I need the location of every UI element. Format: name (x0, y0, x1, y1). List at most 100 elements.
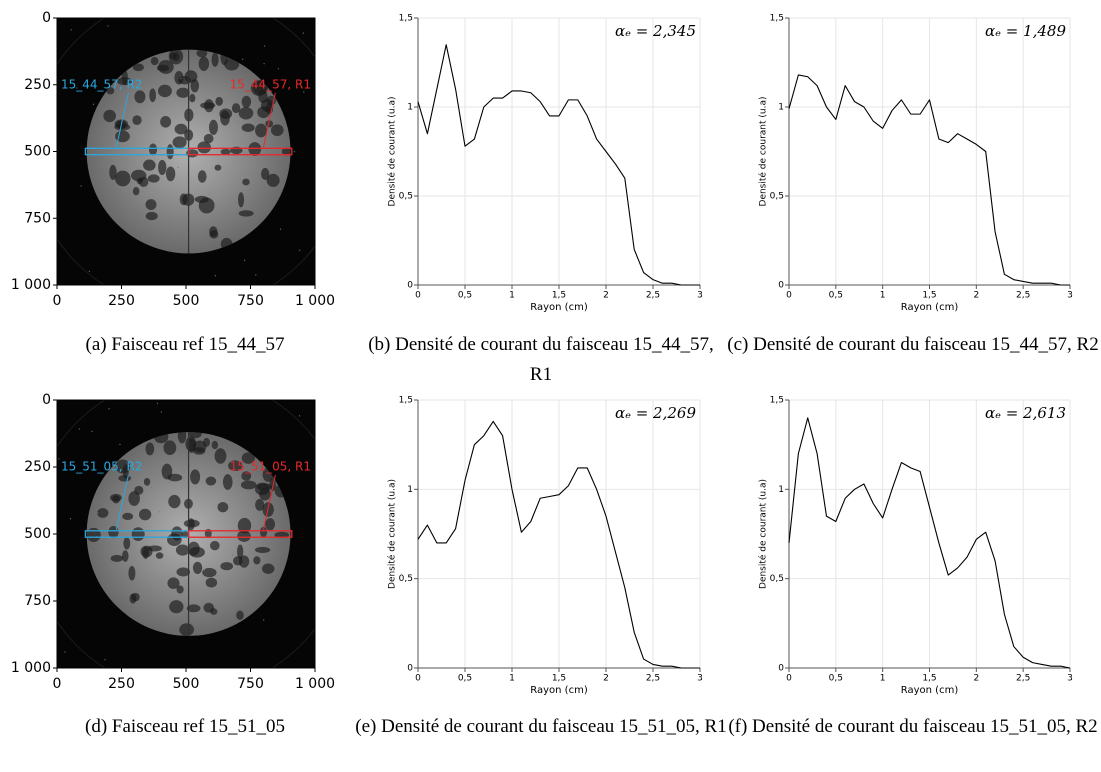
data-line (417, 420, 700, 669)
texture-spot (193, 440, 207, 453)
noise-dot (277, 68, 280, 70)
texture-spot (240, 480, 257, 490)
data-line (788, 417, 1071, 669)
caption: (f) Densité de courant du faisceau 15_51… (728, 716, 1098, 737)
texture-spot (189, 93, 196, 103)
texture-spot (176, 87, 190, 98)
texture-spot (237, 530, 251, 542)
noise-dot (214, 275, 216, 277)
x-tick-label: 0 (415, 674, 421, 684)
texture-spot (238, 210, 254, 217)
texture-spot (255, 498, 265, 511)
image-texture (86, 432, 290, 636)
x-tick-label: 250 (108, 676, 135, 692)
texture-spot (138, 508, 152, 521)
x-axis-label: Rayon (cm) (901, 685, 959, 696)
texture-spot (150, 57, 159, 66)
region-box (187, 147, 293, 156)
texture-spot (165, 166, 176, 182)
texture-spot (86, 527, 101, 542)
x-tick-label: 0,5 (829, 291, 843, 301)
texture-spot (106, 87, 115, 95)
noise-dot (92, 103, 95, 105)
noise-dot (64, 651, 66, 653)
noise-dot (158, 511, 161, 513)
texture-spot (205, 577, 218, 588)
texture-spot (231, 103, 241, 114)
noise-dot (284, 549, 287, 551)
texture-spot (148, 143, 158, 156)
texture-spot (241, 471, 252, 481)
x-tick-label: 0 (53, 676, 62, 692)
texture-spot (211, 440, 219, 450)
y-tick-label: 0,5 (770, 574, 784, 584)
texture-spot (149, 88, 157, 103)
y-tick-label: 1,5 (770, 396, 784, 406)
x-tick-label: 2 (973, 674, 979, 684)
texture-spot (147, 545, 162, 552)
y-axis-label: Densité de courant (u.a) (758, 97, 769, 207)
x-tick-label: 3 (1067, 291, 1073, 301)
texture-spot (161, 463, 173, 480)
region-label: 15_44_57, R2 (61, 77, 142, 91)
texture-spot (233, 556, 243, 566)
x-tick-label: 2 (603, 291, 609, 301)
texture-spot (114, 123, 131, 131)
noise-dot (69, 518, 72, 520)
x-tick-label: 750 (237, 676, 264, 692)
y-tick-label: 1 (407, 485, 413, 495)
texture-spot (237, 544, 244, 559)
texture-spot (265, 120, 274, 128)
texture-spot (259, 488, 271, 501)
texture-spot (176, 585, 184, 594)
texture-spot (205, 476, 217, 486)
region-arrow (115, 92, 129, 148)
texture-spot (143, 159, 156, 171)
noise-dot (302, 32, 304, 34)
x-tick-label: 2 (973, 291, 979, 301)
noise-dot (107, 25, 109, 27)
y-tick-label: 750 (24, 210, 51, 226)
texture-spot (196, 49, 208, 58)
noise-dot (243, 582, 245, 584)
texture-spot (123, 537, 131, 550)
region-arrow (115, 474, 129, 530)
texture-spot (200, 102, 216, 109)
texture-spot (215, 96, 223, 106)
x-tick-label: 1 (509, 291, 515, 301)
noise-dot (97, 512, 99, 514)
x-tick-label: 1,5 (552, 291, 566, 301)
texture-spot (103, 109, 116, 123)
x-tick-label: 1 000 (295, 676, 335, 692)
noise-dot (242, 58, 244, 60)
x-tick-label: 1 (880, 674, 886, 684)
y-tick-label: 1,5 (399, 396, 413, 406)
y-tick-label: 0 (407, 664, 413, 674)
noise-dot (108, 408, 110, 410)
x-axis-label: Rayon (cm) (901, 302, 959, 313)
texture-spot (241, 95, 252, 108)
texture-spot (228, 460, 243, 472)
x-tick-label: 750 (237, 293, 264, 309)
texture-spot (175, 544, 190, 556)
noise-dot (231, 554, 233, 556)
noise-dot (169, 482, 171, 484)
y-axis-label: Densité de courant (u.a) (387, 479, 398, 589)
y-tick-label: 0,5 (399, 574, 413, 584)
texture-spot (261, 563, 275, 574)
noise-dot (119, 443, 121, 445)
texture-spot (145, 442, 155, 456)
x-tick-label: 3 (697, 291, 703, 301)
texture-spot (186, 149, 199, 158)
y-tick-label: 750 (24, 593, 51, 609)
texture-spot (168, 494, 181, 509)
texture-spot (190, 79, 199, 93)
texture-spot (265, 518, 276, 531)
y-tick-label: 0 (778, 664, 784, 674)
y-tick-label: 1 000 (11, 277, 51, 293)
texture-spot (210, 540, 220, 551)
x-axis-label: Rayon (cm) (530, 685, 588, 696)
texture-spot (172, 136, 187, 149)
